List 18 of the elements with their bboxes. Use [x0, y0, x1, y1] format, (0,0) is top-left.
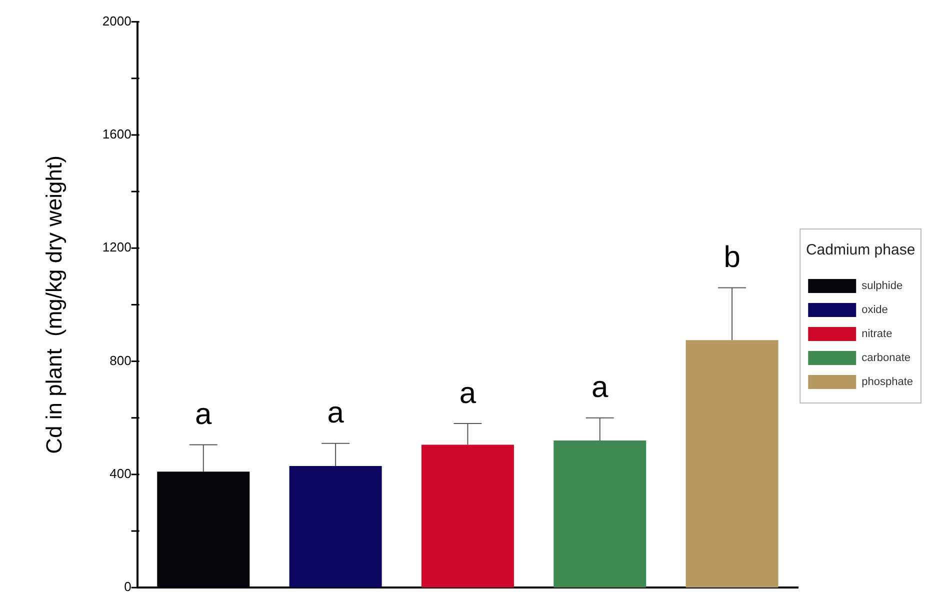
y-tick-label: 0	[124, 579, 132, 594]
y-tick-label: 800	[110, 352, 132, 368]
y-tick-label: 1600	[102, 126, 132, 142]
legend-label: oxide	[862, 304, 888, 316]
annotation: a	[592, 371, 609, 404]
annotation: a	[459, 376, 476, 410]
legend-label: nitrate	[862, 328, 892, 340]
y-axis-title: Cd in plant (mg/kg dry weight)	[41, 156, 66, 454]
y-tick-label: 1200	[102, 240, 132, 255]
annotation: a	[327, 396, 344, 430]
y-tick-label: 400	[110, 466, 132, 482]
y-tick-label: 2000	[102, 13, 132, 28]
legend-label: carbonate	[862, 352, 911, 364]
annotation: a	[195, 398, 212, 431]
legend-title: Cadmium phase	[806, 242, 916, 259]
legend-label: phosphate	[862, 376, 914, 388]
annotation: b	[724, 240, 740, 274]
legend-label: sulphide	[862, 280, 903, 292]
